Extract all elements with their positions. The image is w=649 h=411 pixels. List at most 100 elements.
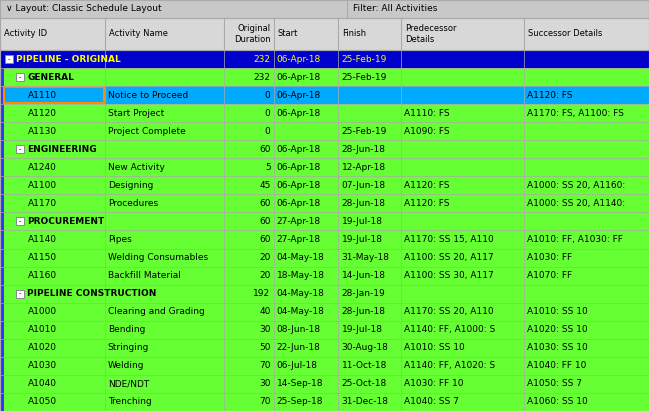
Text: 28-Jan-19: 28-Jan-19 <box>341 289 386 298</box>
Bar <box>0 104 649 122</box>
Text: A1120: A1120 <box>28 109 57 118</box>
Text: 45: 45 <box>259 181 271 190</box>
Bar <box>0 339 649 357</box>
Text: 19-Jul-18: 19-Jul-18 <box>341 217 382 226</box>
Bar <box>0 267 4 285</box>
Text: 19-Jul-18: 19-Jul-18 <box>341 325 382 334</box>
Text: 50: 50 <box>259 343 271 352</box>
Text: Project Complete: Project Complete <box>108 127 186 136</box>
Text: A1140: FF, A1000: S: A1140: FF, A1000: S <box>404 325 496 334</box>
Text: 06-Apr-18: 06-Apr-18 <box>276 73 321 81</box>
Text: Filter: All Activities: Filter: All Activities <box>353 5 437 14</box>
Text: A1030: FF: A1030: FF <box>527 253 572 262</box>
Text: A1170: SS 20, A110: A1170: SS 20, A110 <box>404 307 494 316</box>
Text: GENERAL: GENERAL <box>27 73 74 81</box>
Text: 06-Apr-18: 06-Apr-18 <box>276 181 321 190</box>
Text: A1150: A1150 <box>28 253 57 262</box>
Bar <box>347 0 649 18</box>
Text: A1160: A1160 <box>28 271 57 280</box>
Bar <box>0 302 649 321</box>
Text: PIPELINE CONSTRUCTION: PIPELINE CONSTRUCTION <box>27 289 156 298</box>
Text: A1140: A1140 <box>28 235 57 244</box>
Bar <box>0 140 4 158</box>
Bar <box>0 393 649 411</box>
Text: Backfill Material: Backfill Material <box>108 271 180 280</box>
Text: 0: 0 <box>265 127 271 136</box>
Text: 06-Apr-18: 06-Apr-18 <box>276 163 321 172</box>
Text: A1170: SS 15, A110: A1170: SS 15, A110 <box>404 235 494 244</box>
Text: -: - <box>19 146 21 152</box>
Text: NDE/NDT: NDE/NDT <box>108 379 149 388</box>
Text: 232: 232 <box>254 73 271 81</box>
Text: New Activity: New Activity <box>108 163 165 172</box>
Text: 06-Jul-18: 06-Jul-18 <box>276 361 317 370</box>
Text: A1030: A1030 <box>28 361 57 370</box>
Text: 25-Sep-18: 25-Sep-18 <box>276 397 323 406</box>
Text: 25-Feb-19: 25-Feb-19 <box>341 55 387 64</box>
Bar <box>0 194 4 212</box>
Bar <box>0 0 347 18</box>
Text: A1120: FS: A1120: FS <box>404 181 450 190</box>
Text: Activity Name: Activity Name <box>109 30 168 39</box>
Text: A1020: A1020 <box>28 343 57 352</box>
Text: A1010: A1010 <box>28 325 57 334</box>
Text: 30-Aug-18: 30-Aug-18 <box>341 343 388 352</box>
Text: A1240: A1240 <box>28 163 57 172</box>
Text: ENGINEERING: ENGINEERING <box>27 145 97 154</box>
Text: ∨ Layout: Classic Schedule Layout: ∨ Layout: Classic Schedule Layout <box>6 5 162 14</box>
Bar <box>16 217 24 226</box>
Text: 08-Jun-18: 08-Jun-18 <box>276 325 321 334</box>
Text: Trenching: Trenching <box>108 397 152 406</box>
Text: 07-Jun-18: 07-Jun-18 <box>341 181 386 190</box>
Text: 30: 30 <box>259 325 271 334</box>
Bar <box>16 73 24 81</box>
Text: A1170: A1170 <box>28 199 57 208</box>
Text: 40: 40 <box>259 307 271 316</box>
Text: -: - <box>8 56 10 62</box>
Bar <box>0 375 649 393</box>
Text: 20: 20 <box>259 271 271 280</box>
Bar <box>0 194 649 212</box>
Text: A1070: FF: A1070: FF <box>527 271 572 280</box>
Bar <box>0 357 649 375</box>
Text: -: - <box>19 291 21 297</box>
Text: Predecessor
Details: Predecessor Details <box>406 24 457 44</box>
Text: 04-May-18: 04-May-18 <box>276 253 324 262</box>
Bar <box>0 68 4 86</box>
Text: Welding Consumables: Welding Consumables <box>108 253 208 262</box>
Text: 14-Jun-18: 14-Jun-18 <box>341 271 386 280</box>
Text: 31-Dec-18: 31-Dec-18 <box>341 397 389 406</box>
Text: 5: 5 <box>265 163 271 172</box>
Text: 14-Sep-18: 14-Sep-18 <box>276 379 323 388</box>
Bar <box>0 267 649 285</box>
Text: -: - <box>19 74 21 80</box>
Text: 06-Apr-18: 06-Apr-18 <box>276 109 321 118</box>
Text: A1040: A1040 <box>28 379 57 388</box>
Text: 25-Oct-18: 25-Oct-18 <box>341 379 387 388</box>
Bar <box>0 249 4 267</box>
Text: PROCUREMENT: PROCUREMENT <box>27 217 104 226</box>
Bar <box>0 339 4 357</box>
Bar <box>0 212 4 231</box>
Text: 04-May-18: 04-May-18 <box>276 289 324 298</box>
Bar <box>0 18 649 50</box>
Bar <box>0 140 649 158</box>
Text: 25-Feb-19: 25-Feb-19 <box>341 127 387 136</box>
Bar <box>0 231 4 249</box>
Text: -: - <box>19 219 21 224</box>
Bar <box>0 104 4 122</box>
Text: A1060: SS 10: A1060: SS 10 <box>527 397 588 406</box>
Bar <box>5 55 13 63</box>
Text: A1020: SS 10: A1020: SS 10 <box>527 325 588 334</box>
Bar <box>0 321 649 339</box>
Text: 19-Jul-18: 19-Jul-18 <box>341 235 382 244</box>
Text: 27-Apr-18: 27-Apr-18 <box>276 235 321 244</box>
Text: 60: 60 <box>259 199 271 208</box>
Text: 06-Apr-18: 06-Apr-18 <box>276 55 321 64</box>
Bar <box>0 393 4 411</box>
Text: 06-Apr-18: 06-Apr-18 <box>276 199 321 208</box>
Text: A1010: SS 10: A1010: SS 10 <box>527 307 588 316</box>
Bar <box>0 68 649 86</box>
Text: Pipes: Pipes <box>108 235 132 244</box>
Text: 192: 192 <box>253 289 271 298</box>
